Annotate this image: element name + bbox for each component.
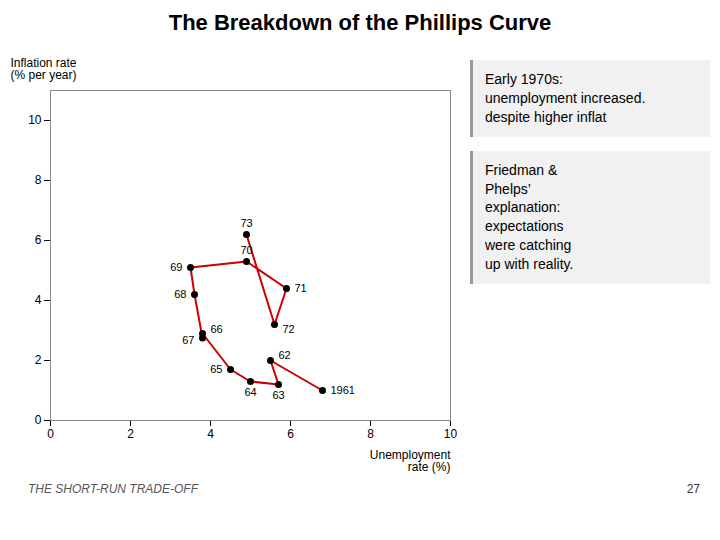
svg-text:8: 8 xyxy=(35,173,42,187)
svg-text:73: 73 xyxy=(240,217,252,229)
svg-text:72: 72 xyxy=(283,323,295,335)
html-text:The Breakdown of the Phillips: The Breakdown of the Phillips Curve xyxy=(168,10,552,35)
svg-text:1961: 1961 xyxy=(331,384,355,396)
html-text:Early 1970s: unemployment incr: Early 1970s: unemployment increased. des… xyxy=(485,71,646,125)
svg-text:69: 69 xyxy=(170,261,182,273)
svg-text:10: 10 xyxy=(28,113,42,127)
svg-text:71: 71 xyxy=(295,282,307,294)
svg-text:4: 4 xyxy=(207,427,214,441)
svg-text:4: 4 xyxy=(35,293,42,307)
svg-text:68: 68 xyxy=(174,288,186,300)
svg-text:67: 67 xyxy=(182,334,194,346)
svg-text:0: 0 xyxy=(47,427,54,441)
svg-text:8: 8 xyxy=(367,427,374,441)
svg-text:63: 63 xyxy=(272,389,284,401)
svg-text:70: 70 xyxy=(240,244,252,256)
html-text:27: 27 xyxy=(686,482,700,496)
svg-text:2: 2 xyxy=(127,427,134,441)
html-text:Friedman & Phelps’ explanation: Friedman & Phelps’ explanation: expectat… xyxy=(485,161,574,273)
svg-text:66: 66 xyxy=(211,323,223,335)
svg-text:64: 64 xyxy=(244,386,256,398)
svg-text:0: 0 xyxy=(35,413,42,427)
svg-text:2: 2 xyxy=(35,353,42,367)
svg-text:6: 6 xyxy=(287,427,294,441)
svg-text:6: 6 xyxy=(35,233,42,247)
svg-text:Unemploymentrate (%): Unemploymentrate (%) xyxy=(370,448,451,474)
html-text:THE SHORT-RUN TRADE-OFF: THE SHORT-RUN TRADE-OFF xyxy=(28,482,198,496)
svg-text:10: 10 xyxy=(444,427,458,441)
svg-text:Inflation rate(% per year): Inflation rate(% per year) xyxy=(11,56,77,82)
svg-text:62: 62 xyxy=(279,349,291,361)
svg-text:65: 65 xyxy=(210,363,222,375)
